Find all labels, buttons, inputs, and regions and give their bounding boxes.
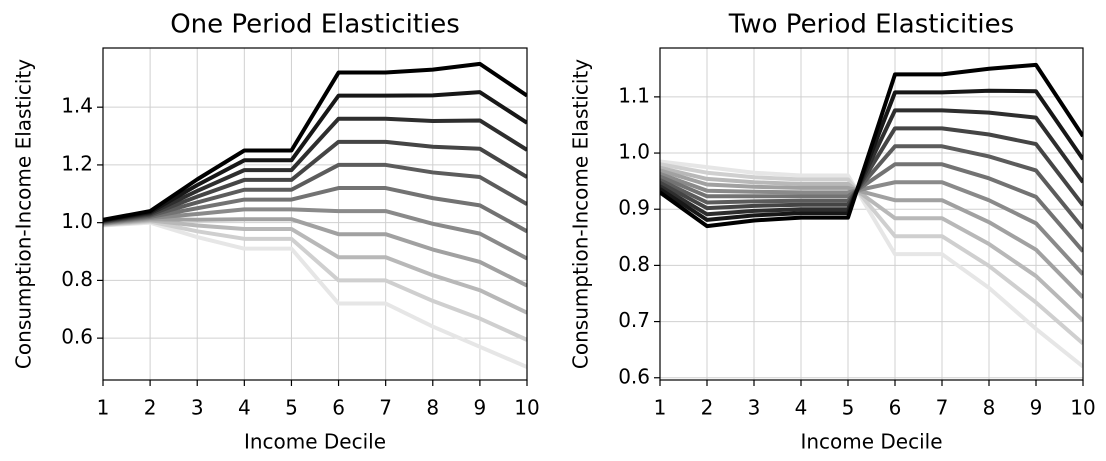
x-tick-label: 10 — [1070, 396, 1095, 420]
axes-frame — [659, 47, 1084, 381]
y-axis-label: Consumption-Income Elasticity — [569, 59, 593, 369]
x-tick-label: 8 — [426, 396, 439, 420]
line-series — [660, 168, 1083, 299]
line-series — [660, 159, 1083, 369]
x-tick-label: 6 — [889, 396, 902, 420]
x-tick-label: 1 — [654, 396, 667, 420]
axes-frame — [102, 47, 528, 381]
line-series — [660, 171, 1083, 276]
line-series — [660, 165, 1083, 322]
y-tick-label: 1.0 — [61, 209, 93, 233]
y-tick-label: 1.4 — [61, 94, 93, 118]
line-series — [103, 217, 527, 288]
line-series — [103, 116, 527, 223]
x-tick-label: 9 — [474, 396, 487, 420]
x-tick-label: 7 — [379, 396, 392, 420]
line-series — [660, 162, 1083, 253]
x-tick-label: 6 — [332, 396, 345, 420]
y-tick-label: 0.8 — [61, 267, 93, 291]
line-series — [660, 88, 1083, 222]
y-tick-label: 1.0 — [618, 140, 650, 164]
line-series — [103, 220, 527, 369]
line-series — [660, 62, 1083, 229]
subplot: 1 2 3 4 5 6 7 8 9 10 0.6 0.8 1.0 1.2 1.4 One Period Ela… — [12, 10, 540, 454]
y-tick-label: 0.6 — [61, 325, 93, 349]
x-tick-label: 3 — [191, 396, 204, 420]
y-tick-label: 0.8 — [618, 252, 650, 276]
x-tick-label: 9 — [1030, 396, 1043, 420]
x-tick-label: 2 — [144, 396, 157, 420]
line-series — [660, 144, 1083, 230]
y-tick-label: 0.7 — [618, 308, 650, 332]
line-series — [103, 207, 527, 261]
line-series — [103, 186, 527, 234]
x-tick-label: 7 — [936, 396, 949, 420]
x-tick-label: 4 — [795, 396, 808, 420]
line-series — [103, 218, 527, 315]
line-series — [103, 61, 527, 222]
x-tick-label: 5 — [285, 396, 298, 420]
x-tick-label: 3 — [748, 396, 761, 420]
line-series — [103, 90, 527, 223]
y-tick-label: 0.6 — [618, 364, 650, 388]
line-series — [103, 162, 527, 225]
line-series — [660, 126, 1083, 211]
x-axis-label: Income Decile — [244, 430, 386, 454]
chart-title: One Period Elasticities — [170, 10, 460, 40]
y-axis-label: Consumption-Income Elasticity — [12, 59, 36, 369]
y-tick-label: 0.9 — [618, 196, 650, 220]
line-series — [660, 108, 1083, 217]
x-axis-label: Income Decile — [800, 430, 942, 454]
x-tick-label: 4 — [238, 396, 251, 420]
chart-title: Two Period Elasticities — [728, 10, 1014, 40]
x-tick-label: 5 — [842, 396, 855, 420]
line-series — [103, 139, 527, 224]
subplot: 1 2 3 4 5 6 7 8 9 10 0.6 0.7 0.8 0.9 1.0 1.1 Two Period … — [569, 10, 1096, 454]
x-tick-label: 10 — [514, 396, 539, 420]
y-tick-label: 1.2 — [61, 151, 93, 175]
x-tick-label: 8 — [983, 396, 996, 420]
x-tick-label: 2 — [701, 396, 714, 420]
y-tick-label: 1.1 — [618, 83, 650, 107]
line-series — [660, 162, 1083, 345]
line-series — [103, 219, 527, 342]
x-tick-label: 1 — [97, 396, 110, 420]
